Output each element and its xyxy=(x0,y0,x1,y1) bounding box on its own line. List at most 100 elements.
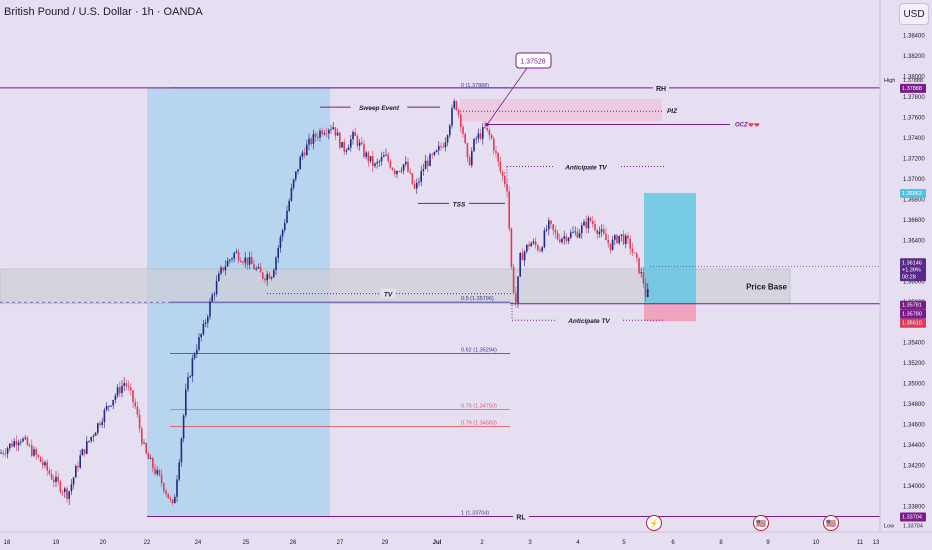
candle-body xyxy=(180,438,183,463)
tss-label-bg xyxy=(449,198,469,209)
candle-body xyxy=(512,266,515,293)
candle-body xyxy=(383,155,385,157)
y-tick-label: 1.33800 xyxy=(903,505,925,511)
candle-body xyxy=(262,272,264,279)
candle-body xyxy=(136,406,139,415)
price-pill-text-rect-top: 1.36862 xyxy=(902,191,922,197)
candle-body xyxy=(42,461,44,466)
low-label: Low xyxy=(884,524,894,530)
candle-body xyxy=(310,138,312,144)
us-flag-event-icon[interactable]: 🇺🇸 xyxy=(753,515,769,531)
candle-body xyxy=(240,260,242,263)
candle-body xyxy=(308,138,310,145)
candle-body xyxy=(77,465,79,468)
candle-body xyxy=(9,443,11,449)
currency-button[interactable]: USD xyxy=(899,3,929,25)
candle-body xyxy=(332,127,334,130)
target-zone xyxy=(644,192,696,304)
fib-label-0.75: 0.75 (1.34750) xyxy=(461,403,497,409)
anticipate-tv-bottom-label: Anticipate TV xyxy=(567,318,610,325)
candle-body xyxy=(81,449,84,456)
candle-body xyxy=(196,349,198,355)
candle-body xyxy=(160,474,163,484)
flash-event-icon[interactable]: ⚡ xyxy=(646,515,662,531)
candle-body xyxy=(376,161,378,164)
us-flag-event-icon-2[interactable]: 🇺🇸 xyxy=(823,515,839,531)
candle-body xyxy=(220,267,222,274)
rl-label-bg xyxy=(513,511,529,522)
candle-body xyxy=(138,414,141,429)
candle-body xyxy=(193,354,196,359)
candle-body xyxy=(561,238,563,243)
candle-body xyxy=(556,232,559,240)
candle-body xyxy=(13,441,15,447)
candle-body xyxy=(207,316,209,323)
candle-body xyxy=(462,126,464,134)
candle-body xyxy=(266,274,268,281)
candle-body xyxy=(229,259,231,261)
high-label: High xyxy=(884,78,895,84)
price-pill-0.5 xyxy=(900,300,926,310)
price-pill-text-RL: 1.33704 xyxy=(902,515,922,521)
tv-label-bg xyxy=(380,288,396,299)
x-tick-label: 4 xyxy=(576,540,580,546)
fib-label-0: 0 (1.37888) xyxy=(461,83,489,89)
y-tick-label: 1.37600 xyxy=(903,115,925,121)
piz-zone xyxy=(460,98,662,122)
candle-body xyxy=(636,253,638,258)
callout-box xyxy=(515,52,552,69)
rh-label-bg xyxy=(653,82,669,93)
candle-body xyxy=(119,387,121,394)
anticipate-tv-top-label: Anticipate TV xyxy=(564,165,607,172)
candle-body xyxy=(189,376,191,378)
candle-body xyxy=(259,267,262,273)
candle-body xyxy=(317,137,319,138)
high-value: 1.37888 xyxy=(903,78,923,84)
ocz-label: OCZ xyxy=(735,123,748,129)
candle-body xyxy=(244,257,246,263)
candle-body xyxy=(147,453,150,460)
candle-body xyxy=(141,428,143,444)
candle-body xyxy=(350,139,352,148)
candle-body xyxy=(226,260,229,267)
candle-body xyxy=(50,473,53,480)
fib-label-0.79: 0.79 (1.34583) xyxy=(461,420,497,426)
candle-body xyxy=(169,498,172,500)
candle-body xyxy=(464,133,466,144)
candle-body xyxy=(231,258,233,260)
candle-body xyxy=(534,241,537,246)
candle-body xyxy=(343,142,345,152)
y-tick-label: 1.34000 xyxy=(903,484,925,490)
candle-body xyxy=(325,133,328,135)
candle-body xyxy=(235,251,238,253)
candle-body xyxy=(460,114,462,127)
candle-body xyxy=(264,278,266,281)
y-tick-label: 1.37400 xyxy=(903,136,925,142)
candle-body xyxy=(550,220,552,225)
candle-body xyxy=(255,268,257,270)
candle-body xyxy=(114,395,117,401)
x-tick-label: Jul xyxy=(433,540,442,546)
candle-body xyxy=(416,182,418,189)
candle-body xyxy=(391,167,394,171)
candle-body xyxy=(409,171,411,174)
candle-body xyxy=(515,292,517,303)
candle-body xyxy=(418,181,420,183)
candle-body xyxy=(385,154,387,156)
candle-body xyxy=(101,422,103,426)
candle-body xyxy=(224,266,227,271)
candle-body xyxy=(123,383,125,386)
candle-body xyxy=(424,160,427,170)
candle-body xyxy=(295,171,297,180)
candle-body xyxy=(552,224,554,230)
candle-body xyxy=(592,220,594,225)
candle-body xyxy=(334,127,337,136)
candle-body xyxy=(429,154,431,166)
x-tick-label: 18 xyxy=(4,540,11,546)
candle-body xyxy=(446,135,449,143)
candle-body xyxy=(152,457,154,469)
price-pill-text-stop: 1.35610 xyxy=(902,321,922,327)
candle-body xyxy=(303,152,306,156)
y-tick-label: 1.36600 xyxy=(903,218,925,224)
